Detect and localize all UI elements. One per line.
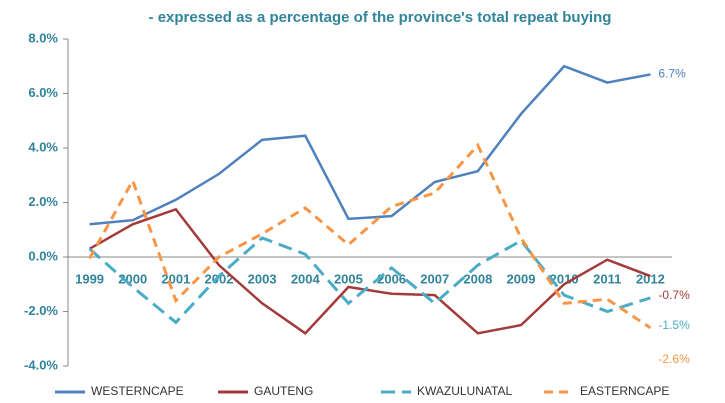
series-line [89, 64, 651, 226]
chart-subtitle: - expressed as a percentage of the provi… [149, 9, 612, 26]
x-tick-label: 2011 [593, 271, 621, 286]
x-tick-label: 2007 [420, 271, 449, 286]
y-tick-label: 2.0% [28, 194, 58, 209]
y-tick-label: -4.0% [24, 357, 58, 372]
x-tick-label: 2012 [636, 271, 665, 286]
y-tick-label: 8.0% [28, 30, 58, 45]
series-line [88, 142, 652, 330]
data-label: -1.5% [658, 318, 690, 332]
legend-label: KWAZULUNATAL [417, 384, 512, 398]
y-tick-label: 6.0% [28, 85, 58, 100]
x-tick-label: 2000 [118, 271, 147, 286]
x-tick-label: 2004 [291, 271, 321, 286]
x-tick-label: 1999 [75, 271, 104, 286]
x-tick-label: 2002 [205, 271, 234, 286]
y-tick-label: -2.0% [24, 303, 58, 318]
x-tick-label: 2009 [507, 271, 536, 286]
legend-label: WESTERNCAPE [91, 384, 184, 398]
x-tick-label: 2006 [377, 271, 406, 286]
x-tick-label: 2005 [334, 271, 363, 286]
y-tick-label: 4.0% [28, 139, 58, 154]
series-line [88, 236, 651, 325]
x-tick-label: 2008 [463, 271, 492, 286]
x-tick-label: 2010 [550, 271, 579, 286]
y-tick-label: 0.0% [28, 248, 58, 263]
data-label: -0.7% [658, 288, 690, 302]
data-label: 6.7% [658, 67, 686, 81]
legend-label: GAUTENG [254, 384, 313, 398]
x-tick-label: 2003 [248, 271, 277, 286]
data-label: -2.6% [658, 352, 690, 366]
legend-label: EASTERNCAPE [580, 384, 669, 398]
